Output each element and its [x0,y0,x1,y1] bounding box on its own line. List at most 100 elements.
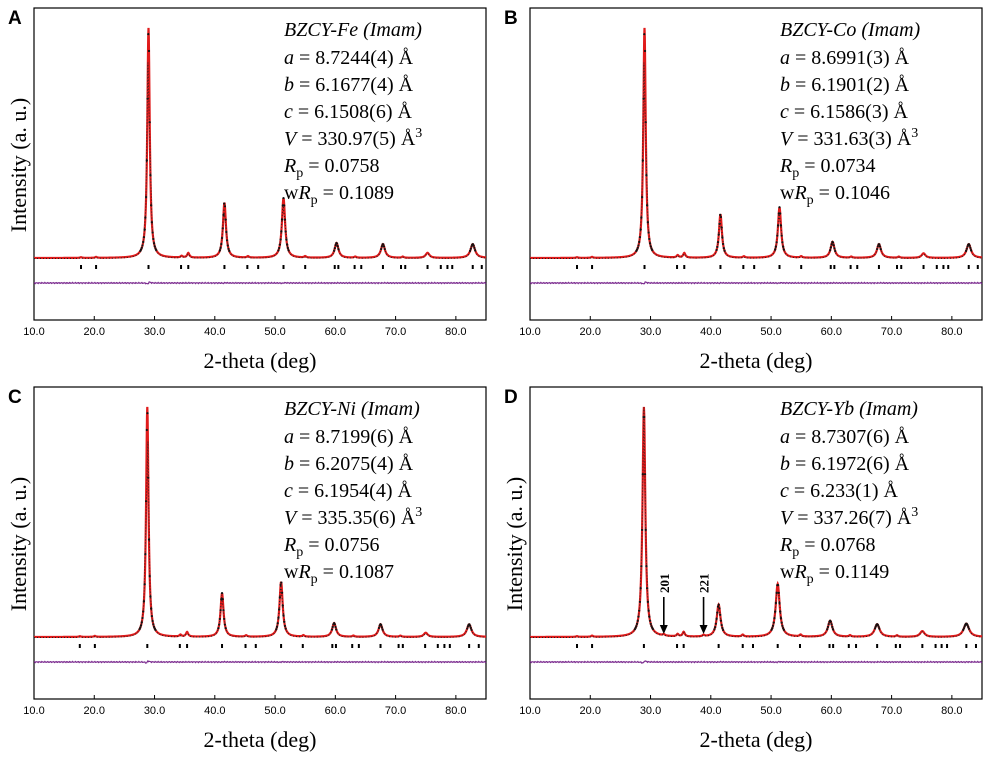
observed-point [223,202,226,205]
observed-point [286,243,289,246]
bragg-reflection-b [856,265,859,269]
observed-point [721,236,724,239]
x-tick-label-a: 40.0 [204,326,225,338]
refinement-param-d: b = 6.1972(6) Å [780,453,910,475]
observed-point [468,624,472,627]
observed-point [774,610,777,613]
bragg-reflection-a [337,265,340,269]
x-axis-label-a: 2-theta (deg) [204,348,317,373]
observed-point [878,245,882,248]
x-tick-label-c: 10.0 [23,705,44,717]
x-tick-label-b: 30.0 [640,326,661,338]
observed-point [380,626,383,629]
observed-point [778,601,781,605]
bragg-reflection-a [360,265,363,269]
y-axis-label-d: Intensity (a. u.) [502,477,527,611]
sample-title-b: BZCY-Co (Imam) [780,19,921,41]
observed-point [774,245,777,248]
bragg-reflection-a [439,265,442,269]
observed-point [150,607,153,610]
bragg-reflection-c [254,644,257,648]
observed-point [147,49,151,53]
annotation-label-221: 221 [697,574,712,594]
bragg-reflection-b [900,265,903,269]
observed-point [219,246,222,249]
bragg-reflection-c [186,644,189,648]
observed-point [144,216,147,219]
observed-point [282,196,285,200]
panel-label-d: D [504,387,518,408]
observed-point [280,230,283,233]
observed-point [218,249,221,252]
refinement-param-b: wRp = 0.1046 [780,182,890,208]
observed-point [380,623,383,627]
bragg-reflection-b [967,265,970,269]
observed-point [647,609,650,612]
observed-point [716,605,720,608]
x-tick-label-d: 30.0 [640,705,661,717]
bragg-reflection-c [424,644,427,648]
observed-point [280,581,283,584]
observed-point [778,206,781,209]
bragg-reflection-b [676,265,679,269]
bragg-reflection-d [751,644,754,648]
refinement-param-b: a = 8.6991(3) Å [780,47,910,69]
bragg-reflection-d [974,644,977,648]
difference-curve-b [529,281,983,285]
refinement-param-a: V = 330.97(5) Å3 [284,126,422,150]
bragg-reflection-c [334,644,337,648]
x-tick-label-b: 50.0 [760,326,781,338]
observed-point [779,212,782,215]
difference-curve-a [33,281,487,285]
bragg-reflection-b [829,265,832,269]
x-tick-label-d: 10.0 [519,705,540,717]
refinement-param-c: wRp = 0.1087 [284,561,394,587]
bragg-reflection-c [244,644,247,648]
chart-b: B 10.0 20.0 30.0 40.0 50.0 60.0 70.0 80.0 2-theta… [504,7,983,373]
observed-point [381,628,384,631]
sample-title-c: BZCY-Ni (Imam) [284,398,420,420]
bragg-reflection-b [576,265,579,269]
observed-point [220,242,223,246]
y-axis-label-a: Intensity (a. u.) [6,98,31,232]
panel-label-c: C [8,387,22,408]
bragg-reflection-c [78,644,81,648]
chart-d: D Intensity (a. u.) 10.0 20.0 30.0 40.0 50.0 60… [502,386,983,752]
x-tick-label-c: 30.0 [144,705,165,717]
x-tick-label-a: 10.0 [23,326,44,338]
observed-point [643,33,646,36]
bragg-reflection-d [828,644,831,648]
observed-point [145,428,148,432]
bragg-reflection-c [379,644,382,648]
observed-point [152,242,156,245]
annotation-arrowhead-221 [699,625,708,634]
observed-point [832,244,835,247]
bragg-reflection-d [940,644,943,648]
observed-point [277,616,280,619]
bragg-reflection-a [333,265,336,269]
x-axis-label-d: 2-theta (deg) [700,727,813,752]
bragg-reflection-a [451,265,454,269]
bragg-reflection-c [443,644,446,648]
bragg-reflection-d [899,644,902,648]
bragg-reflection-b [778,265,781,269]
x-tick-label-d: 70.0 [881,705,902,717]
observed-point [779,610,782,613]
x-tick-label-a: 20.0 [84,326,105,338]
plot-frame-d [529,386,983,700]
annotation-arrowhead-201 [659,625,668,634]
observed-point [223,205,227,208]
observed-point [722,246,725,250]
observed-point [640,216,643,219]
bragg-reflection-a [304,265,307,269]
observed-point [963,625,966,628]
calculated-profile-a [34,27,487,260]
observed-point [150,221,153,224]
x-tick-label-a: 70.0 [385,326,406,338]
bragg-reflection-d [676,644,679,648]
observed-point [830,243,833,246]
observed-point [878,243,881,246]
observed-baseline-d [530,407,982,639]
refinement-param-b: Rp = 0.0734 [779,155,876,181]
calculated-profile-c [34,406,487,639]
